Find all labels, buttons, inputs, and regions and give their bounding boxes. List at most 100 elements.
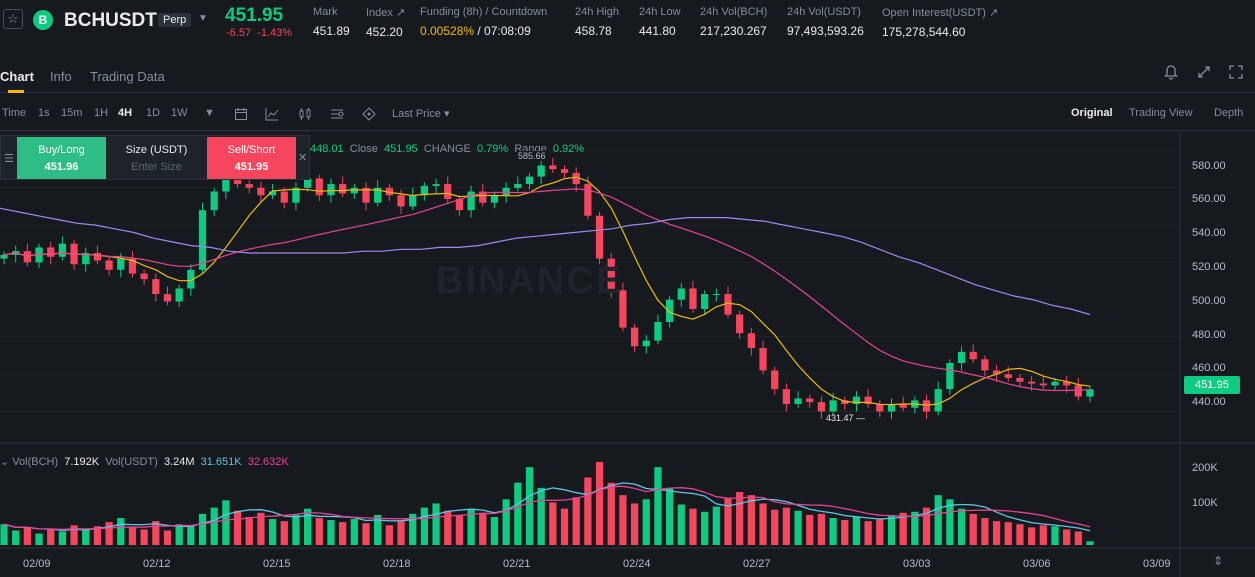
volume-bar xyxy=(327,520,335,545)
volume-bar xyxy=(385,525,393,545)
stat-24h-vol-bch: 24h Vol(BCH) 217,230.267 xyxy=(700,6,768,38)
favorite-star-icon[interactable]: ☆ xyxy=(3,9,23,29)
candle xyxy=(187,269,195,289)
interval-1w[interactable]: 1W xyxy=(171,107,188,119)
interval-1h[interactable]: 1H xyxy=(94,107,109,119)
perp-badge: Perp xyxy=(158,13,192,27)
x-tick: 02/21 xyxy=(503,558,531,570)
volume-bar xyxy=(911,511,919,545)
candle xyxy=(385,187,393,196)
size-input[interactable]: Size (USDT) Enter Size xyxy=(107,137,206,179)
volume-bar xyxy=(1016,524,1024,545)
current-price-tag: 451.95 xyxy=(1184,376,1240,394)
x-tick: 02/09 xyxy=(23,558,51,570)
volume-bar xyxy=(1004,522,1012,545)
candle xyxy=(140,273,148,280)
settings-list-icon[interactable] xyxy=(330,107,344,124)
stat-open-interest[interactable]: Open Interest(USDT) ↗ 175,278,544.60 xyxy=(882,7,999,39)
volume-bar xyxy=(841,520,849,545)
stat-24h-high: 24h High 458.78 xyxy=(575,6,620,38)
y-tick: 560.00 xyxy=(1192,193,1226,205)
y-tick: 540.00 xyxy=(1192,227,1226,239)
view-depth[interactable]: Depth xyxy=(1214,107,1244,119)
axis-scale-icon[interactable]: ⇕ xyxy=(1213,554,1224,568)
volume-bar xyxy=(502,499,510,545)
ma25-line xyxy=(3,188,1091,392)
volume-bar xyxy=(128,527,137,545)
volume-bar xyxy=(70,525,78,545)
candle xyxy=(864,396,872,405)
volume-bar xyxy=(397,521,405,545)
symbol-title[interactable]: BCHUSDT xyxy=(64,10,157,31)
ma99-line xyxy=(0,207,1091,316)
volume-ma10-line xyxy=(3,485,1091,531)
tab-trading-data[interactable]: Trading Data xyxy=(90,69,165,84)
tab-chart[interactable]: Chart xyxy=(0,69,34,84)
drawing-tools-icon[interactable] xyxy=(362,107,376,124)
price-type-select[interactable]: Last Price ▾ xyxy=(392,108,450,120)
sell-short-button[interactable]: Sell/Short 451.95 xyxy=(207,137,296,179)
volume-bar xyxy=(701,511,709,545)
candle-type-icon[interactable] xyxy=(298,107,312,124)
candle xyxy=(105,260,113,270)
indicator-icon[interactable] xyxy=(265,107,279,124)
y-tick: 460.00 xyxy=(1192,362,1226,374)
volume-bar xyxy=(1074,531,1082,545)
candle xyxy=(339,184,347,194)
volume-legend: ⌄ Vol(BCH) 7.192K Vol(USDT) 3.24M 31.651… xyxy=(0,456,289,468)
candlestick-chart[interactable] xyxy=(0,131,1255,577)
volume-bar xyxy=(969,513,977,545)
fullscreen-icon[interactable] xyxy=(1228,64,1244,84)
tab-info[interactable]: Info xyxy=(50,69,72,84)
symbol-dropdown-icon[interactable]: ▼ xyxy=(198,13,208,24)
candle xyxy=(479,191,487,203)
volume-bar xyxy=(584,477,592,545)
calendar-icon[interactable] xyxy=(234,107,248,124)
high-marker-label: 585.66 xyxy=(518,151,546,161)
candle xyxy=(934,389,942,412)
volume-bar xyxy=(432,503,440,545)
candle xyxy=(0,254,8,259)
candle xyxy=(1016,377,1024,382)
candle xyxy=(665,299,674,323)
view-tradingview[interactable]: Trading View xyxy=(1129,107,1193,119)
interval-4h[interactable]: 4H xyxy=(118,107,133,119)
stat-index[interactable]: Index ↗ 452.20 xyxy=(366,7,406,39)
volume-bar xyxy=(409,513,417,545)
candle xyxy=(152,279,160,295)
bell-icon[interactable] xyxy=(1163,64,1179,84)
candle xyxy=(981,359,989,371)
interval-1d[interactable]: 1D xyxy=(146,107,161,119)
y-tick: 480.00 xyxy=(1192,329,1226,341)
candle xyxy=(350,187,358,194)
close-panel-icon[interactable]: ✕ xyxy=(298,152,308,164)
volume-bar xyxy=(105,522,113,545)
volume-bar xyxy=(268,519,277,545)
volume-bar xyxy=(992,521,1001,545)
interval-15m[interactable]: 15m xyxy=(61,107,83,119)
candle xyxy=(992,370,1001,375)
volume-bar xyxy=(35,533,43,545)
volume-bar xyxy=(549,502,557,545)
interval-time[interactable]: Time xyxy=(2,107,27,119)
interval-dropdown-icon[interactable]: ▼ xyxy=(204,107,215,119)
candle xyxy=(619,290,627,328)
volume-bar xyxy=(946,499,954,545)
drag-handle-icon[interactable]: ☰ xyxy=(4,152,14,165)
buy-long-button[interactable]: Buy/Long 451.96 xyxy=(17,137,106,179)
volume-bar xyxy=(47,529,55,545)
candle xyxy=(572,172,580,185)
interval-1s[interactable]: 1s xyxy=(38,107,50,119)
volume-bar xyxy=(619,495,627,545)
vol-y-tick: 100K xyxy=(1192,497,1218,509)
volume-bar xyxy=(117,518,125,545)
volume-bar xyxy=(350,519,358,545)
x-tick: 02/24 xyxy=(623,558,651,570)
volume-bar xyxy=(420,507,429,545)
candle xyxy=(899,404,907,408)
candle xyxy=(1086,389,1094,397)
view-original[interactable]: Original xyxy=(1071,107,1113,119)
expand-icon[interactable] xyxy=(1196,64,1212,84)
volume-bar xyxy=(444,510,452,545)
candle xyxy=(455,198,464,211)
